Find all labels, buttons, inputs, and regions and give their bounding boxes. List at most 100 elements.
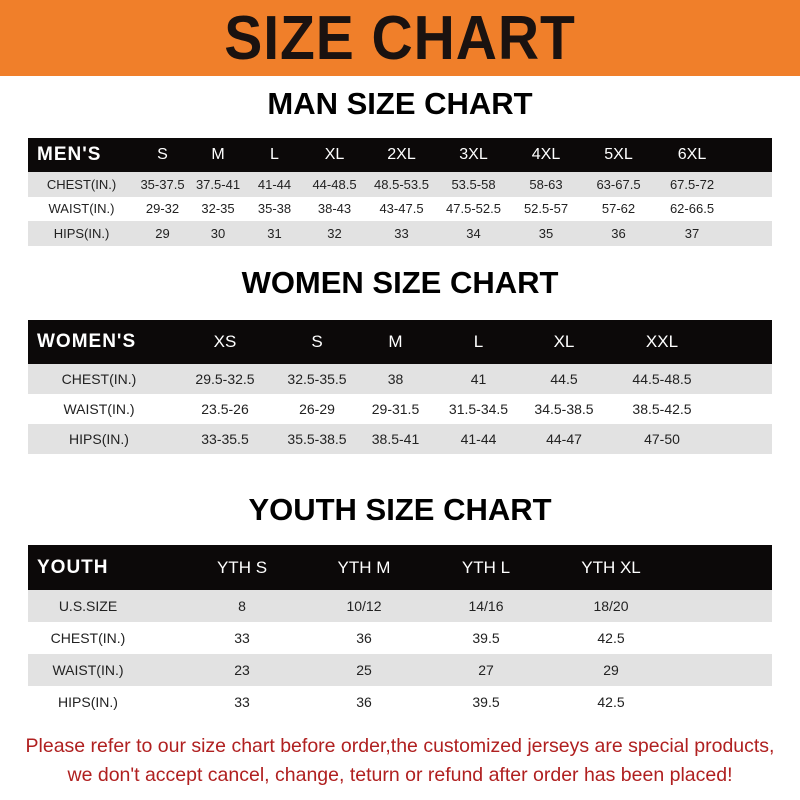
table-row: CHEST(IN.) 35-37.5 37.5-41 41-44 44-48.5 48.5… xyxy=(28,172,772,197)
table-cell: 48.5-53.5 xyxy=(374,176,429,192)
youth-size-table: YOUTH YTH S YTH M YTH L YTH XL U.S.SIZE 8 10/12… xyxy=(28,545,772,718)
order-notice-line-1: Please refer to our size chart before or… xyxy=(25,735,775,757)
table-cell: 34 xyxy=(466,225,481,241)
table-row: WAIST(IN.) 23.5-26 26-29 29-31.5 31.5-34.5 34… xyxy=(28,394,772,424)
table-cell: 44-47 xyxy=(546,431,582,447)
size-header-cell: S xyxy=(157,146,168,163)
table-cell: 39.5 xyxy=(472,694,500,710)
table-cell: 35 xyxy=(538,225,554,241)
table-cell: 25 xyxy=(356,662,372,678)
size-header-cell: 5XL xyxy=(604,146,633,163)
youth-section-title: YOUTH SIZE CHART xyxy=(248,492,552,527)
row-label: CHEST(IN.) xyxy=(46,176,117,192)
men-section-title: MAN SIZE CHART xyxy=(267,86,533,121)
row-label: HIPS(IN.) xyxy=(53,225,110,241)
table-cell: 18/20 xyxy=(593,598,629,614)
table-cell: 31 xyxy=(267,225,282,241)
size-header-cell: L xyxy=(473,332,484,351)
table-cell: 47.5-52.5 xyxy=(446,201,501,217)
size-header-cell: XL xyxy=(324,146,345,163)
table-cell: 38-43 xyxy=(317,201,352,217)
table-cell: 44-48.5 xyxy=(312,176,357,192)
table-cell: 42.5 xyxy=(597,630,625,646)
size-header-cell: S xyxy=(311,332,323,351)
table-cell: 67.5-72 xyxy=(669,176,715,192)
table-cell: 29-32 xyxy=(145,201,180,217)
size-header-cell: XL xyxy=(553,332,575,351)
size-header-cell: 4XL xyxy=(531,146,561,163)
table-header-row: YOUTH YTH S YTH M YTH L YTH XL xyxy=(28,545,772,590)
table-cell: 23.5-26 xyxy=(201,401,249,417)
table-cell: 29 xyxy=(603,662,619,678)
size-header-cell: M xyxy=(388,332,403,351)
men-size-table: MEN'S S M L XL 2XL 3XL 4XL 5XL 6XL CHEST(IN.) 35-37… xyxy=(28,138,772,246)
row-label: WAIST(IN.) xyxy=(63,401,135,417)
row-label: WAIST(IN.) xyxy=(52,662,124,678)
size-header-cell: M xyxy=(211,146,225,163)
table-cell: 52.5-57 xyxy=(523,201,569,217)
table-cell: 33 xyxy=(394,225,409,241)
table-cell: 14/16 xyxy=(468,598,504,614)
table-row: WAIST(IN.) 29-32 32-35 35-38 38-43 43-47.5 47.… xyxy=(28,197,772,222)
table-cell: 57-62 xyxy=(601,201,636,217)
row-label: WAIST(IN.) xyxy=(48,201,115,217)
table-cell: 41-44 xyxy=(257,176,292,192)
table-cell: 37.5-41 xyxy=(195,176,241,192)
table-cell: 62-66.5 xyxy=(669,201,715,217)
row-label: CHEST(IN.) xyxy=(50,630,126,646)
table-header-label: WOMEN'S xyxy=(37,331,137,352)
table-header-row: WOMEN'S XS S M L XL XXL xyxy=(28,320,772,364)
table-cell: 39.5 xyxy=(472,630,500,646)
table-cell: 41-44 xyxy=(460,431,497,447)
row-label: HIPS(IN.) xyxy=(58,694,118,710)
size-header-cell: 3XL xyxy=(459,146,488,163)
table-cell: 33 xyxy=(234,630,250,646)
table-cell: 33 xyxy=(234,694,250,710)
table-cell: 32.5-35.5 xyxy=(287,371,347,387)
table-row: WAIST(IN.) 23 25 27 29 xyxy=(28,654,772,686)
table-cell: 44.5-48.5 xyxy=(632,371,692,387)
table-cell: 58-63 xyxy=(529,176,563,192)
table-cell: 35-38 xyxy=(257,201,292,217)
table-cell: 36 xyxy=(356,630,372,646)
size-header-cell: YTH M xyxy=(337,557,391,577)
table-cell: 27 xyxy=(478,662,494,678)
table-cell: 29.5-32.5 xyxy=(195,371,255,387)
table-cell: 34.5-38.5 xyxy=(534,401,594,417)
size-header-cell: XXL xyxy=(645,332,679,351)
table-header-label: YOUTH xyxy=(37,556,109,578)
size-header-cell: YTH L xyxy=(461,557,511,577)
table-cell: 29 xyxy=(155,225,170,241)
size-header-cell: XS xyxy=(213,332,237,351)
table-cell: 43-47.5 xyxy=(379,201,424,217)
table-cell: 29-31.5 xyxy=(371,401,420,417)
table-header-label: MEN'S xyxy=(37,144,102,165)
table-cell: 36 xyxy=(356,694,372,710)
table-cell: 38.5-41 xyxy=(371,431,420,447)
table-row: CHEST(IN.) 29.5-32.5 32.5-35.5 38 41 44.5 44.5… xyxy=(28,364,772,394)
size-header-cell: 2XL xyxy=(387,146,416,163)
order-notice: Please refer to our size chart before or… xyxy=(0,732,800,790)
table-row: HIPS(IN.) 33-35.5 35.5-38.5 38.5-41 41-44 44-… xyxy=(28,424,772,454)
size-header-cell: L xyxy=(270,146,279,163)
size-header-cell: YTH S xyxy=(216,557,268,577)
table-cell: 36 xyxy=(611,225,626,241)
table-cell: 63-67.5 xyxy=(596,176,641,192)
row-label: U.S.SIZE xyxy=(58,598,118,614)
table-header-row: MEN'S S M L XL 2XL 3XL 4XL 5XL 6XL xyxy=(28,138,772,172)
order-notice-line-2: we don't accept cancel, change, teturn o… xyxy=(67,764,733,786)
title-banner: SIZE CHART xyxy=(0,0,800,76)
size-header-cell: YTH XL xyxy=(581,557,641,577)
table-cell: 23 xyxy=(234,662,250,678)
table-row: HIPS(IN.) 33 36 39.5 42.5 xyxy=(28,686,772,718)
women-size-table: WOMEN'S XS S M L XL XXL CHEST(IN.) 29.5-32.5 32.5… xyxy=(28,320,772,454)
table-cell: 10/12 xyxy=(346,598,382,614)
row-label: CHEST(IN.) xyxy=(61,371,137,387)
table-cell: 53.5-58 xyxy=(451,176,496,192)
table-row: U.S.SIZE 8 10/12 14/16 18/20 xyxy=(28,590,772,622)
table-cell: 33-35.5 xyxy=(201,431,249,447)
table-cell: 37 xyxy=(684,225,700,241)
table-cell: 42.5 xyxy=(597,694,625,710)
table-cell: 35.5-38.5 xyxy=(287,431,347,447)
table-cell: 31.5-34.5 xyxy=(448,401,509,417)
